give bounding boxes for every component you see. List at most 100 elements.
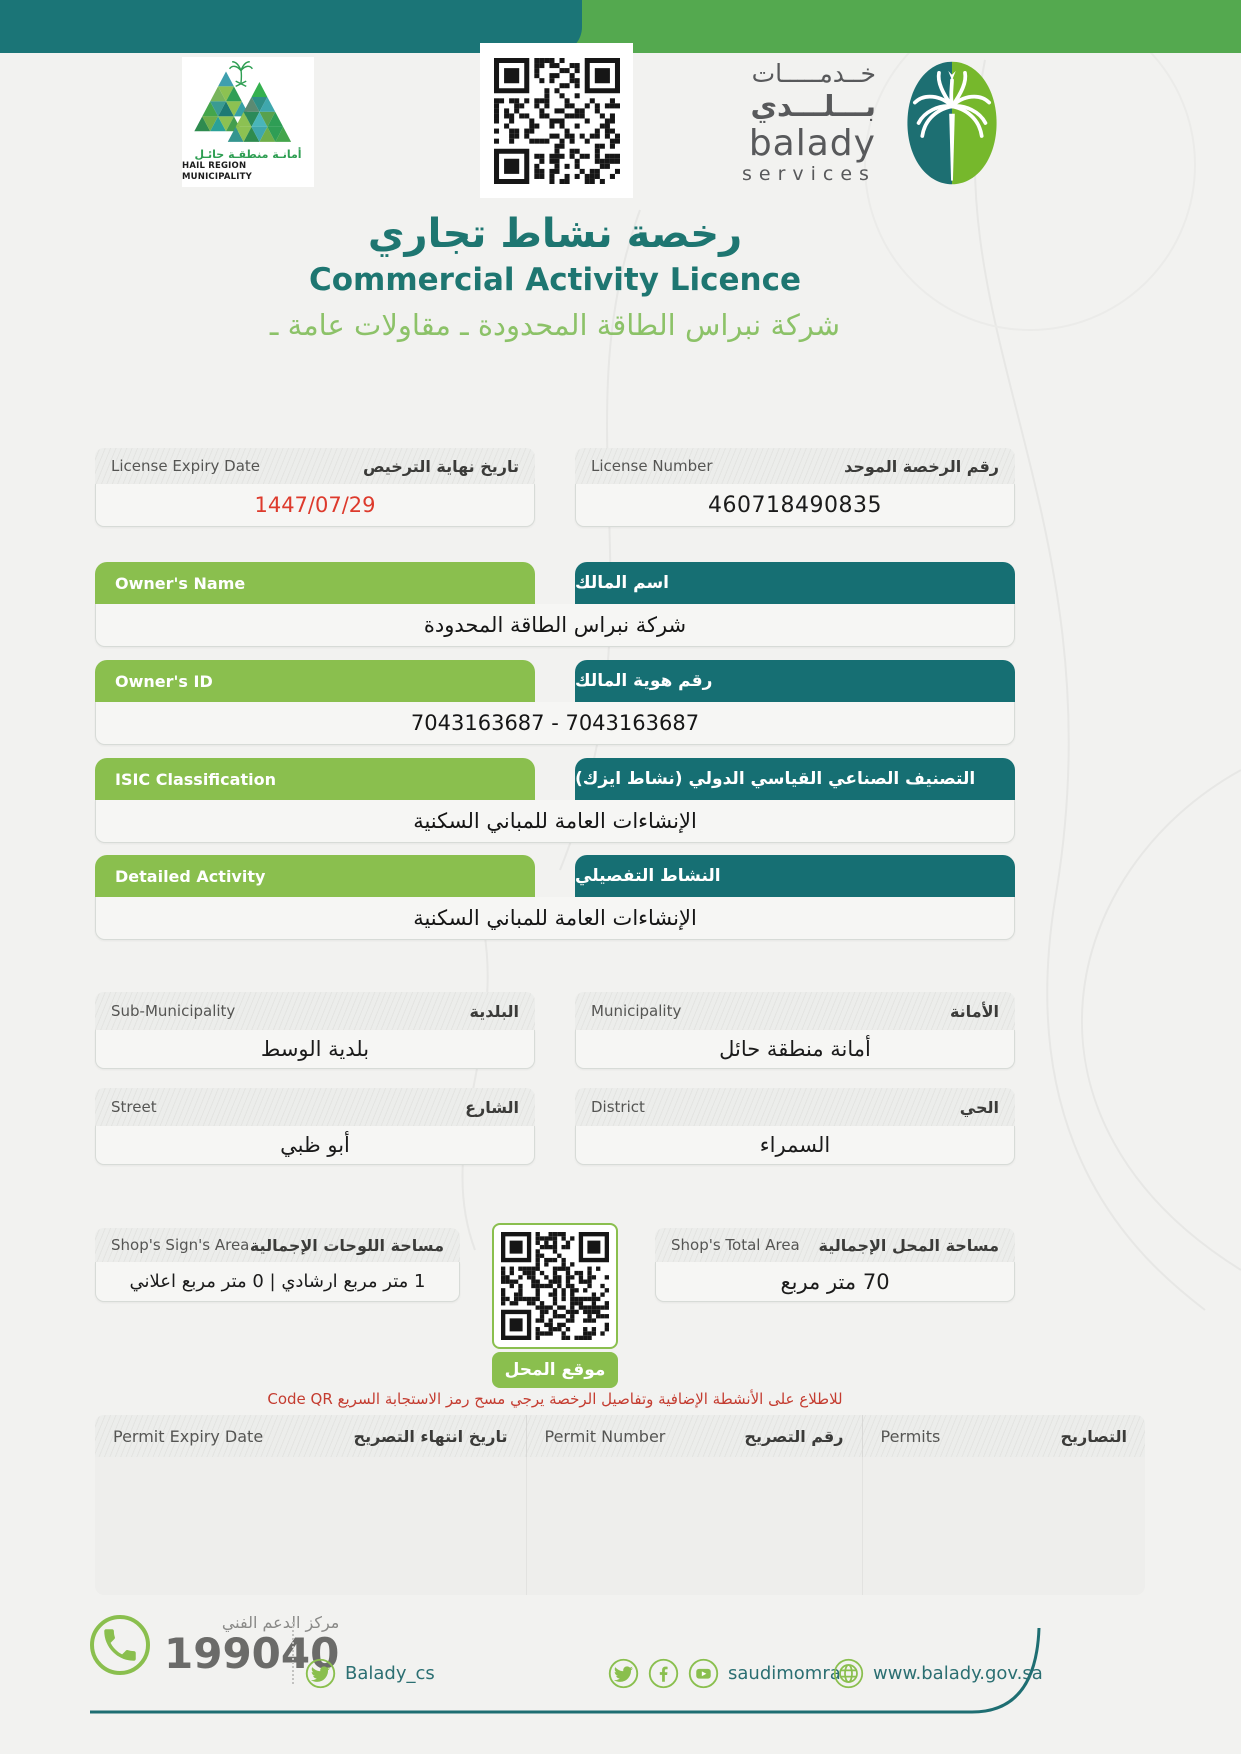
- twitter-contact: Balady_cs: [305, 1658, 435, 1689]
- license-expiry-header: License Expiry Date تاريخ نهاية الترخيص: [95, 448, 535, 484]
- district-value: السمراء: [575, 1126, 1015, 1165]
- owner-name-row: Owner's Name اسم المالك شركة نبراس الطاق…: [95, 562, 1015, 647]
- permit-expiry-label-en: Permit Expiry Date: [113, 1426, 264, 1446]
- license-number-label-en: License Number: [591, 457, 713, 475]
- permits-table-header: Permit Expiry Date تاريخ انتهاء التصريح …: [95, 1415, 1145, 1457]
- license-number-header: License Number رقم الرخصة الموحد: [575, 448, 1015, 484]
- permit-number-column-header: Permit Number رقم التصريح: [525, 1415, 862, 1457]
- twitter-icon: [305, 1658, 336, 1689]
- phone-icon: [90, 1615, 150, 1675]
- title-block: رخصة نشاط تجاري Commercial Activity Lice…: [95, 208, 1015, 346]
- sub-municipality-value: بلدية الوسط: [95, 1030, 535, 1069]
- owner-name-label-ar: اسم المالك: [575, 562, 1015, 604]
- license-row: License Expiry Date تاريخ نهاية الترخيص …: [95, 448, 1015, 527]
- areas-row: Shop's Sign's Area مساحة اللوحات الإجمال…: [95, 1223, 1015, 1393]
- support-center-block: مركز الدعم الفني 199040: [88, 1613, 339, 1677]
- website-block: www.balady.gov.sa: [833, 1658, 1043, 1689]
- top-bar: [0, 0, 1241, 53]
- street-label-en: Street: [111, 1098, 157, 1116]
- balady-logo-text: خــدمـــــات بـــلـــدي balady services: [742, 59, 876, 186]
- permits-label-en: Permits: [880, 1426, 941, 1446]
- owner-name-label-en: Owner's Name: [95, 562, 535, 604]
- sign-area-label-ar: مساحة اللوحات الإجمالية: [249, 1235, 444, 1255]
- globe-icon: [833, 1658, 864, 1689]
- permits-label-ar: التصاريح: [1060, 1426, 1127, 1446]
- detailed-activity-label-ar: النشاط التفصيلي: [575, 855, 1015, 897]
- youtube-icon: [688, 1658, 719, 1689]
- municipality-field: Municipality الأمانة أمانة منطقة حائل: [575, 992, 1015, 1069]
- shop-location-qr: موقع المحل: [492, 1223, 618, 1388]
- municipality-label-en: Municipality: [591, 1002, 682, 1020]
- licence-qr-code: [480, 43, 633, 198]
- detailed-activity-label-en: Detailed Activity: [95, 855, 535, 897]
- municipality-value: أمانة منطقة حائل: [575, 1030, 1015, 1069]
- detailed-activity-value: الإنشاءات العامة للمباني السكنية: [95, 897, 1015, 940]
- district-label-ar: الحي: [959, 1097, 999, 1117]
- district-field: District الحي السمراء: [575, 1088, 1015, 1165]
- licence-title-english: Commercial Activity Licence: [308, 262, 802, 298]
- license-expiry-label-ar: تاريخ نهاية الترخيص: [362, 456, 519, 476]
- social-handle: saudimomra: [728, 1663, 841, 1684]
- isic-row: ISIC Classification التصنيف الصناعي القي…: [95, 758, 1015, 843]
- owner-id-value: 7043163687 - 7043163687: [95, 702, 1015, 745]
- total-area-label-en: Shop's Total Area: [671, 1236, 800, 1254]
- total-area-label-ar: مساحة المحل الإجمالية: [818, 1235, 999, 1255]
- street-label-ar: الشارع: [465, 1097, 519, 1117]
- twitter-handle: Balady_cs: [345, 1663, 435, 1684]
- owner-id-label-ar: رقم هوية المالك: [575, 660, 1015, 702]
- license-expiry-field: License Expiry Date تاريخ نهاية الترخيص …: [95, 448, 535, 527]
- sign-area-field: Shop's Sign's Area مساحة اللوحات الإجمال…: [95, 1228, 460, 1302]
- license-number-field: License Number رقم الرخصة الموحد 4607184…: [575, 448, 1015, 527]
- twitter-icon-small: [608, 1658, 639, 1689]
- licence-fields: License Expiry Date تاريخ نهاية الترخيص …: [95, 448, 1145, 1608]
- isic-label-en: ISIC Classification: [95, 758, 535, 800]
- website-url: www.balady.gov.sa: [873, 1663, 1043, 1684]
- sign-area-label-en: Shop's Sign's Area: [111, 1236, 250, 1254]
- municipality-row: Sub-Municipality البلدية بلدية الوسط Mun…: [95, 992, 1015, 1069]
- permits-table-body-empty: [95, 1457, 1145, 1595]
- license-expiry-value: 1447/07/29: [95, 484, 535, 527]
- detailed-activity-row: Detailed Activity النشاط التفصيلي الإنشا…: [95, 855, 1015, 940]
- total-area-value: 70 متر مربع: [655, 1262, 1015, 1302]
- hail-logo-arabic-text: أمانـة منطقـة حائـل: [194, 148, 302, 161]
- isic-value: الإنشاءات العامة للمباني السكنية: [95, 800, 1015, 843]
- balady-palm-emblem: [907, 61, 997, 185]
- hail-logo-emblem: [194, 61, 292, 142]
- facebook-icon: [648, 1658, 679, 1689]
- support-center-label: مركز الدعم الفني: [221, 1613, 340, 1633]
- license-number-label-ar: رقم الرخصة الموحد: [844, 456, 999, 476]
- sub-municipality-label-en: Sub-Municipality: [111, 1002, 236, 1020]
- owner-id-row: Owner's ID رقم هوية المالك 7043163687 - …: [95, 660, 1015, 745]
- social-media-block: saudimomra: [608, 1658, 841, 1689]
- licence-title-arabic: رخصة نشاط تجاري: [367, 211, 743, 257]
- hail-logo-english-text: HAIL REGION MUNICIPALITY: [182, 161, 252, 183]
- owner-name-value: شركة نبراس الطاقة المحدودة: [95, 604, 1015, 647]
- total-area-field: Shop's Total Area مساحة المحل الإجمالية …: [655, 1228, 1015, 1302]
- shop-location-label: موقع المحل: [492, 1352, 618, 1388]
- permit-expiry-column-header: Permit Expiry Date تاريخ انتهاء التصريح: [95, 1415, 526, 1457]
- shop-location-qr-image: [501, 1232, 609, 1340]
- balady-arabic-line2: بـــلـــدي: [750, 88, 876, 123]
- address-row: Street الشارع أبو ظبي District الحي السم…: [95, 1088, 1015, 1165]
- municipality-label-ar: الأمانة: [949, 1001, 999, 1021]
- footer-rule-line: [90, 1627, 1041, 1714]
- owner-id-label-en: Owner's ID: [95, 660, 535, 702]
- license-expiry-label-en: License Expiry Date: [111, 457, 261, 475]
- qr-scan-note: للاطلاع على الأنشطة الإضافية وتفاصيل الر…: [267, 1390, 843, 1408]
- permits-column-header: Permits التصاريح: [861, 1415, 1146, 1457]
- support-center-number: 199040: [164, 1629, 340, 1679]
- licence-qr-image: [493, 57, 620, 184]
- sub-municipality-label-ar: البلدية: [469, 1001, 519, 1021]
- street-field: Street الشارع أبو ظبي: [95, 1088, 535, 1165]
- sub-municipality-field: Sub-Municipality البلدية بلدية الوسط: [95, 992, 535, 1069]
- isic-label-ar: التصنيف الصناعي القياسي الدولي (نشاط ايز…: [575, 758, 1015, 800]
- permit-number-label-ar: رقم التصريح: [744, 1426, 844, 1446]
- permit-expiry-label-ar: تاريخ انتهاء التصريح: [353, 1426, 508, 1446]
- district-label-en: District: [591, 1098, 645, 1116]
- street-value: أبو ظبي: [95, 1126, 535, 1165]
- hail-municipality-logo: أمانـة منطقـة حائـل HAIL REGION MUNICIPA…: [182, 57, 314, 187]
- balady-english-line2: services: [742, 163, 876, 186]
- balady-logo: خــدمـــــات بـــلـــدي balady services: [742, 58, 1008, 188]
- balady-english-line1: balady: [748, 122, 876, 164]
- balady-arabic-line1: خــدمـــــات: [751, 59, 876, 89]
